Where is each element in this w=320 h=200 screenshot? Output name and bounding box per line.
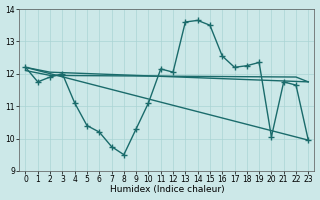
X-axis label: Humidex (Indice chaleur): Humidex (Indice chaleur): [109, 185, 224, 194]
